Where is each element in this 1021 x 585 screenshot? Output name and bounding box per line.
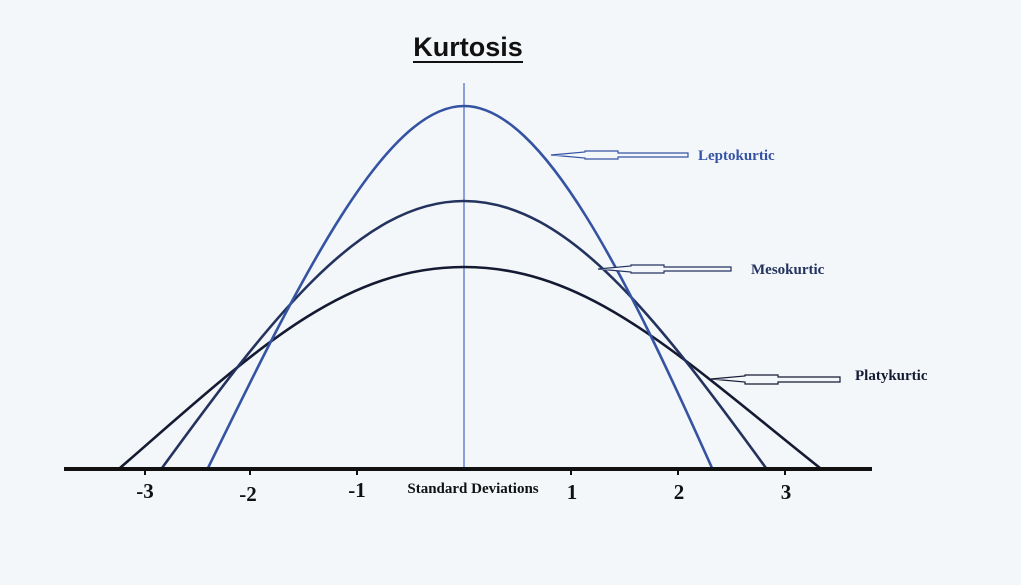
platykurtic-curve (119, 265, 821, 470)
tick-label: 3 (781, 480, 792, 504)
tick-label: -2 (239, 482, 257, 506)
x-axis-title: Standard Deviations (407, 481, 538, 497)
leptokurtic-curve (206, 104, 714, 469)
mesokurtic-label: Mesokurtic (751, 262, 825, 278)
tick-label: 1 (567, 480, 578, 504)
tick-label: -3 (136, 479, 154, 503)
diagram-title: Kurtosis (413, 32, 523, 62)
leptokurtic-pointer-arrow (550, 150, 689, 160)
platykurtic-pointer-arrow (710, 374, 841, 385)
mesokurtic-curve (160, 199, 768, 469)
mesokurtic-pointer-arrow (597, 264, 732, 274)
leptokurtic-label: Leptokurtic (698, 148, 775, 164)
platykurtic-label: Platykurtic (855, 368, 928, 384)
tick-label: -1 (348, 478, 366, 502)
tick-label: 2 (674, 480, 685, 504)
